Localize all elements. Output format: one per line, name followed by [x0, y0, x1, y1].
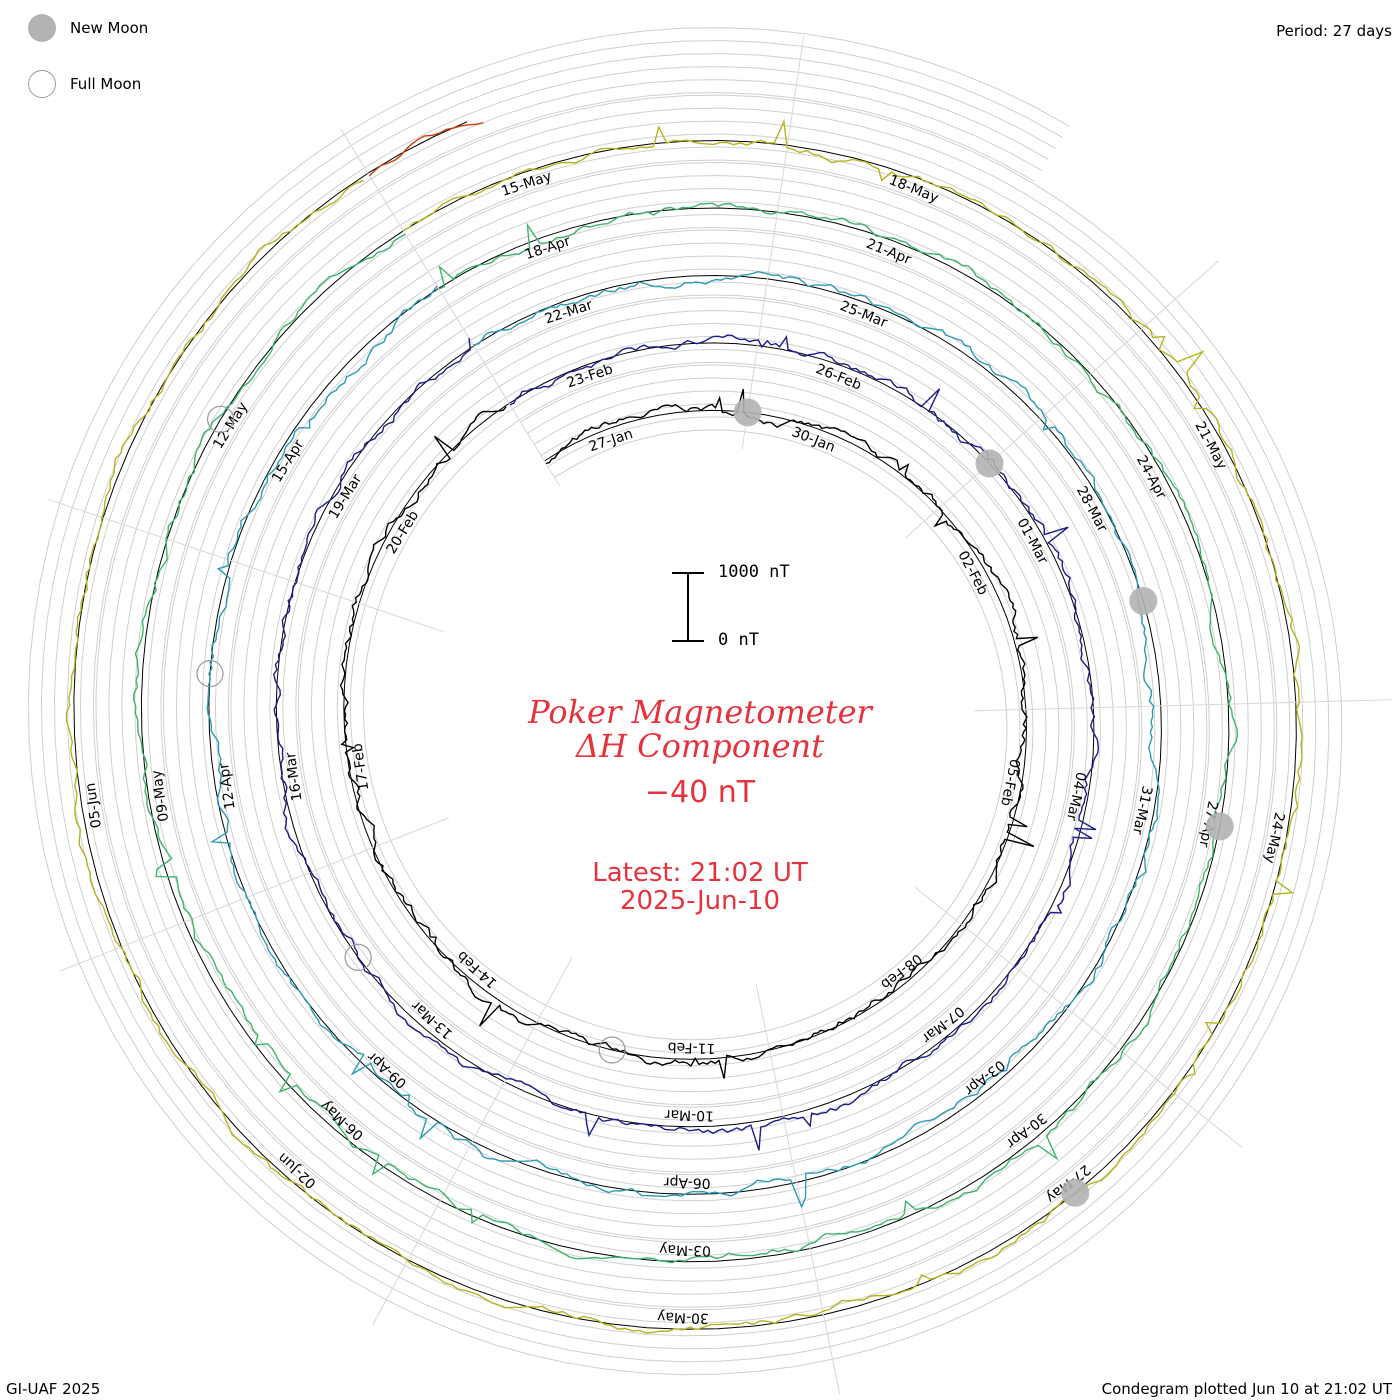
full-moon-marker: [207, 405, 235, 433]
full-moon-marker: [196, 659, 224, 688]
full-moon-label: Full Moon: [70, 75, 142, 93]
day-tick-label: 02-Feb: [954, 548, 991, 598]
baseline-spiral: [73, 121, 1297, 1330]
new-moon-marker: [1205, 812, 1234, 841]
chart-subtitle: ΔH Component: [575, 727, 825, 765]
credit-label: GI-UAF 2025: [6, 1380, 101, 1398]
grid-spiral: [66, 66, 1304, 1337]
day-tick-label: 25-Mar: [838, 298, 890, 331]
radial-spoke: [914, 886, 1243, 1148]
radial-spoke: [973, 699, 1392, 712]
radial-spoke: [905, 260, 1220, 539]
legend-new-moon: New Moon: [28, 14, 148, 42]
grid-spiral: [53, 53, 1317, 1350]
grid-spiral: [92, 92, 1278, 1311]
day-tick-label: 27-Jan: [587, 426, 635, 455]
grid-spiral: [79, 79, 1291, 1324]
series-trace-turn-5: [65, 118, 1304, 1334]
full-moon-marker: [344, 943, 372, 972]
day-tick-label: 17-Feb: [350, 742, 373, 792]
current-value: −40 nT: [644, 775, 756, 810]
day-tick-label: 03-May: [659, 1241, 711, 1259]
radial-spoke: [755, 984, 841, 1395]
day-tick-label: 06-Apr: [663, 1174, 711, 1191]
new-moon-marker: [1129, 587, 1158, 615]
day-tick-label: 12-Apr: [216, 762, 239, 811]
series-trace-turn-6: [369, 122, 484, 177]
day-tick-label: 24-May: [1261, 811, 1287, 865]
scale-bar-line: [687, 573, 689, 641]
day-tick-label: 11-Feb: [667, 1039, 715, 1056]
latest-time: Latest: 21:02 UT: [592, 858, 808, 888]
period-label: Period: 27 days: [1276, 22, 1392, 40]
new-moon-marker: [733, 398, 762, 427]
series-trace-turn-2: [273, 334, 1100, 1151]
series-trace-turn-1: [339, 388, 1039, 1079]
scale-bar-bottom-cap: [672, 640, 704, 642]
new-moon-marker: [975, 449, 1004, 478]
radial-spoke: [372, 956, 573, 1325]
latest-date: 2025-Jun-10: [619, 886, 781, 916]
day-tick-label: 31-Mar: [1129, 784, 1155, 836]
chart-title: Poker Magnetometer: [528, 693, 872, 731]
radial-spoke: [47, 498, 445, 633]
day-tick-label: 16-Mar: [283, 751, 306, 802]
day-tick-label: 04-Mar: [1063, 770, 1089, 822]
new-moon-marker: [1061, 1178, 1090, 1207]
radial-spoke: [59, 817, 450, 972]
day-tick-label: 10-Mar: [664, 1106, 714, 1124]
radial-spoke: [741, 35, 805, 450]
new-moon-label: New Moon: [70, 19, 149, 37]
full-moon-icon: [28, 70, 56, 98]
day-tick-label: 09-May: [149, 769, 172, 823]
scale-top-label: 1000 nT: [718, 562, 790, 582]
day-tick-label: 05-Jun: [83, 782, 105, 829]
scale-bar: 1000 nT 0 nT: [662, 562, 802, 652]
grid-spiral: [40, 40, 1330, 1363]
full-moon-marker: [598, 1036, 626, 1064]
plotted-label: Condegram plotted Jun 10 at 21:02 UT: [1101, 1380, 1392, 1398]
day-tick-label: 30-May: [657, 1308, 709, 1326]
series-trace-turn-3: [206, 270, 1161, 1209]
radial-spoke: [340, 129, 561, 487]
new-moon-icon: [28, 14, 56, 42]
day-tick-label: 26-Feb: [813, 361, 863, 394]
legend-full-moon: Full Moon: [28, 70, 141, 98]
scale-bottom-label: 0 nT: [718, 630, 759, 650]
series-trace-turn-4: [132, 202, 1239, 1264]
grid-spiral: [27, 27, 1343, 1376]
